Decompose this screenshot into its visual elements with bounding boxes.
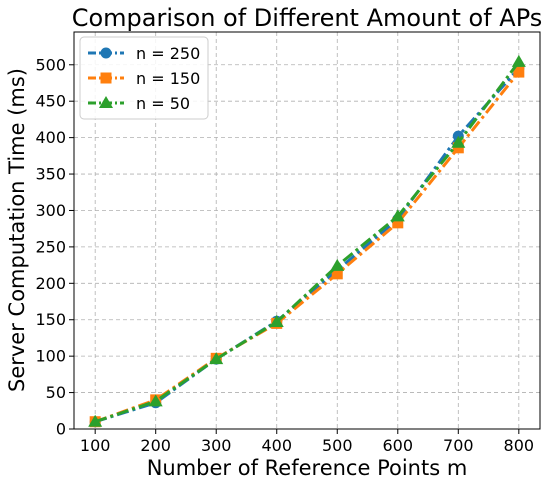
x-tick-label: 600 (383, 436, 414, 455)
legend-item: n = 150 (88, 69, 200, 88)
y-tick-label: 100 (35, 347, 66, 366)
data-point (513, 66, 525, 78)
x-tick-label: 500 (322, 436, 353, 455)
y-tick-label: 50 (46, 383, 66, 402)
y-tick-label: 250 (35, 237, 66, 256)
plot-frame (73, 31, 541, 430)
grid (74, 32, 540, 430)
legend-label: n = 50 (136, 94, 190, 113)
y-tick-label: 400 (35, 128, 66, 147)
chart-title: Comparison of Different Amount of APs (72, 4, 543, 32)
data-point (330, 258, 345, 271)
data-point (209, 352, 224, 365)
data-point (511, 54, 526, 67)
x-tick-label: 800 (504, 436, 535, 455)
y-axis: 0 50 100 150 200 250 300 350 400 450 500 (35, 55, 74, 439)
data-point (331, 268, 343, 280)
series-3 (88, 54, 526, 427)
y-tick-label: 350 (35, 165, 66, 184)
data-point (88, 414, 103, 427)
x-tick-label: 300 (201, 436, 232, 455)
data-point (390, 209, 405, 222)
legend-marker (100, 72, 112, 84)
y-tick-label: 0 (56, 420, 66, 439)
legend-box (79, 36, 209, 120)
series-line (94, 67, 520, 424)
legend-marker (99, 96, 113, 109)
data-point (148, 394, 163, 407)
y-tick-label: 150 (35, 310, 66, 329)
data-point (452, 142, 464, 154)
legend-marker (100, 47, 112, 59)
legend-label: n = 250 (136, 44, 200, 63)
y-tick-label: 200 (35, 274, 66, 293)
x-tick-label: 100 (80, 436, 111, 455)
series-line (94, 60, 521, 424)
y-tick-label: 300 (35, 201, 66, 220)
y-tick-label: 450 (35, 92, 66, 111)
legend: n = 250 n = 150 n = 50 (79, 36, 209, 120)
x-tick-label: 700 (443, 436, 474, 455)
y-axis-label: Server Computation Time (ms) (5, 68, 29, 392)
series-layer (88, 54, 526, 428)
data-point (451, 135, 466, 148)
x-axis: 100 200 300 400 500 600 700 800 (80, 429, 534, 455)
x-tick-label: 200 (140, 436, 171, 455)
x-tick-label: 400 (261, 436, 292, 455)
x-axis-label: Number of Reference Points m (147, 456, 468, 480)
legend-item: n = 250 (88, 44, 200, 63)
legend-label: n = 150 (136, 69, 200, 88)
data-point (392, 217, 404, 229)
data-point (269, 314, 284, 327)
y-tick-label: 500 (35, 55, 66, 74)
legend-item: n = 50 (88, 94, 190, 113)
